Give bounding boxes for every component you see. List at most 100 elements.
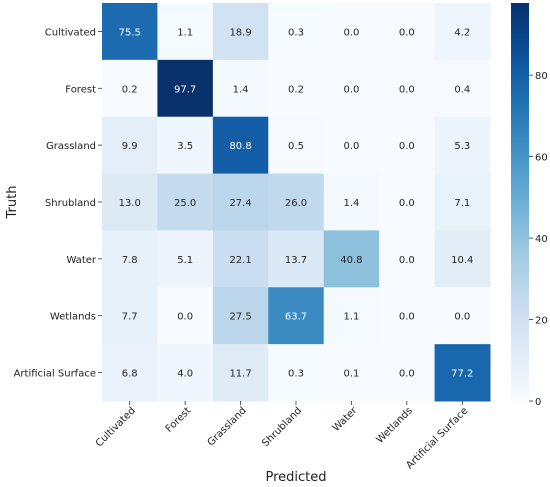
heatmap-cell bbox=[323, 230, 380, 288]
y-tick-label: Wetlands bbox=[50, 312, 96, 323]
y-tick-label: Shrubland bbox=[45, 198, 96, 209]
cell-value-label: 0.0 bbox=[343, 27, 359, 38]
heatmap-cell bbox=[434, 344, 491, 402]
cell-value-label: 0.0 bbox=[399, 198, 415, 209]
heatmap-cell bbox=[379, 3, 436, 61]
cell-value-label: 0.2 bbox=[288, 84, 304, 95]
heatmap-cell bbox=[102, 287, 158, 345]
x-tick-label: Water bbox=[331, 405, 360, 434]
heatmap-cell bbox=[212, 116, 269, 175]
heatmap-cell bbox=[379, 287, 436, 345]
cell-value-label: 0.0 bbox=[399, 255, 415, 266]
x-tick-label: Wetlands bbox=[375, 405, 415, 445]
cell-value-label: 1.1 bbox=[177, 27, 193, 38]
cell-value-label: 0.0 bbox=[399, 141, 415, 152]
cell-value-label: 0.0 bbox=[399, 312, 415, 323]
cell-value-label: 63.7 bbox=[285, 312, 307, 323]
heatmap-cell bbox=[102, 116, 158, 175]
cell-value-label: 1.4 bbox=[233, 84, 249, 95]
cell-value-label: 0.1 bbox=[343, 369, 359, 380]
colorbar-tick-label: 40 bbox=[535, 234, 548, 245]
cell-value-label: 97.7 bbox=[174, 84, 196, 95]
cell-value-label: 0.0 bbox=[399, 27, 415, 38]
heatmap-cell bbox=[434, 3, 491, 61]
heatmap-cell bbox=[157, 230, 214, 288]
heatmap-cell bbox=[379, 116, 436, 175]
heatmap-cell bbox=[157, 287, 214, 345]
cell-value-label: 10.4 bbox=[451, 255, 473, 266]
cell-value-label: 9.9 bbox=[122, 141, 138, 152]
colorbar-tick-label: 0 bbox=[535, 397, 541, 408]
cell-value-label: 0.0 bbox=[343, 141, 359, 152]
cell-value-label: 13.7 bbox=[285, 255, 307, 266]
heatmap-cell bbox=[268, 287, 325, 345]
heatmap-cell bbox=[268, 173, 325, 231]
cell-value-label: 18.9 bbox=[229, 27, 251, 38]
x-tick-label: Artificial Surface bbox=[404, 405, 470, 471]
cell-value-label: 0.2 bbox=[122, 84, 138, 95]
cell-value-label: 3.5 bbox=[177, 141, 193, 152]
cell-value-label: 22.1 bbox=[229, 255, 251, 266]
heatmap-cell bbox=[212, 230, 269, 288]
heatmap-cell bbox=[434, 173, 491, 231]
cell-value-label: 7.8 bbox=[122, 255, 138, 266]
cell-value-label: 1.1 bbox=[343, 312, 359, 323]
cell-value-label: 7.7 bbox=[122, 312, 138, 323]
cell-value-label: 26.0 bbox=[285, 198, 307, 209]
cell-value-label: 0.0 bbox=[343, 84, 359, 95]
heatmap-cell bbox=[157, 344, 214, 402]
cell-value-label: 13.0 bbox=[119, 198, 141, 209]
colorbar-tick-label: 60 bbox=[535, 153, 548, 164]
y-tick-label: Cultivated bbox=[45, 27, 96, 38]
y-tick-label: Grassland bbox=[46, 141, 96, 152]
cell-value-label: 5.1 bbox=[177, 255, 193, 266]
heatmap-cell bbox=[157, 173, 214, 231]
cell-value-label: 40.8 bbox=[340, 255, 362, 266]
heatmap-cell bbox=[268, 230, 325, 288]
cell-value-label: 4.0 bbox=[177, 369, 193, 380]
heatmap-cell bbox=[268, 59, 325, 118]
heatmap-cells bbox=[102, 3, 491, 402]
heatmap-cell bbox=[379, 59, 436, 118]
y-tick-label: Artificial Surface bbox=[14, 369, 96, 380]
cell-value-label: 77.2 bbox=[451, 369, 473, 380]
heatmap-cell bbox=[323, 287, 380, 345]
y-axis-label: Truth bbox=[5, 186, 20, 220]
cell-value-label: 0.5 bbox=[288, 141, 304, 152]
heatmap-cell bbox=[102, 344, 158, 402]
y-tick-label: Forest bbox=[65, 84, 96, 95]
y-axis-ticks: Cultivated Forest Grassland Shrubland Water W… bbox=[14, 27, 102, 380]
heatmap-cell bbox=[102, 3, 158, 61]
heatmap-cell bbox=[157, 3, 214, 61]
heatmap-cell bbox=[323, 59, 380, 118]
x-tick-label: Cultivated bbox=[94, 405, 138, 449]
cell-value-label: 0.0 bbox=[399, 369, 415, 380]
heatmap-cell bbox=[212, 287, 269, 345]
cell-value-label: 75.5 bbox=[119, 27, 141, 38]
x-axis-label: Predicted bbox=[265, 470, 326, 483]
heatmap-cell-labels: 75.5 1.1 18.9 0.3 0.0 0.0 4.2 0.2 97.7 1.4 0.2 0.0 0… bbox=[119, 27, 474, 379]
heatmap-cell bbox=[434, 230, 491, 288]
heatmap-cell bbox=[268, 3, 325, 61]
colorbar-gradient bbox=[511, 3, 529, 401]
cell-value-label: 80.8 bbox=[229, 141, 251, 152]
colorbar: 0 20 40 60 80 bbox=[511, 3, 548, 408]
heatmap-cell bbox=[102, 230, 158, 288]
cell-value-label: 27.5 bbox=[229, 312, 251, 323]
colorbar-tick-label: 80 bbox=[535, 71, 548, 82]
heatmap-cell bbox=[434, 287, 491, 345]
heatmap-cell bbox=[379, 230, 436, 288]
cell-value-label: 5.3 bbox=[454, 141, 470, 152]
heatmap-cell bbox=[102, 59, 158, 118]
cell-value-label: 4.2 bbox=[454, 27, 470, 38]
heatmap-cell bbox=[212, 3, 269, 61]
cell-value-label: 0.0 bbox=[399, 84, 415, 95]
heatmap-cell bbox=[157, 59, 214, 118]
colorbar-tick-label: 20 bbox=[535, 316, 548, 327]
cell-value-label: 7.1 bbox=[454, 198, 470, 209]
cell-value-label: 0.4 bbox=[454, 84, 470, 95]
heatmap-cell bbox=[212, 173, 269, 231]
cell-value-label: 0.3 bbox=[288, 27, 304, 38]
